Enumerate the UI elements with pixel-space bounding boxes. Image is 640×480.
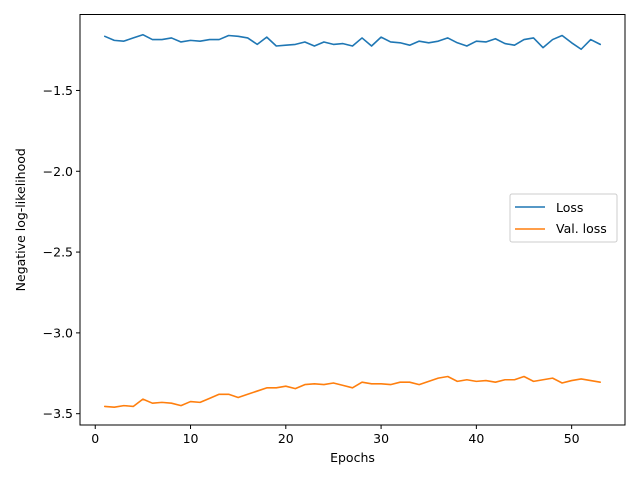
legend-label-val-loss: Val. loss bbox=[556, 221, 607, 236]
series-line-0 bbox=[103, 33, 602, 51]
y-tick-label: −1.5 bbox=[43, 83, 73, 98]
x-axis-label: Epochs bbox=[330, 450, 375, 465]
legend-label-loss: Loss bbox=[556, 200, 583, 215]
y-tick-label: −3.0 bbox=[43, 325, 73, 340]
x-axis-ticks: 0 10 20 30 40 50 bbox=[91, 425, 580, 446]
plot-frame bbox=[79, 14, 626, 426]
x-tick-label: 20 bbox=[278, 431, 294, 446]
x-tick-label: 10 bbox=[183, 431, 199, 446]
y-tick-label: −2.0 bbox=[43, 164, 73, 179]
x-tick-label: 0 bbox=[91, 431, 99, 446]
y-axis-ticks: −1.5 −2.0 −2.5 −3.0 −3.5 bbox=[43, 83, 80, 421]
legend-box bbox=[509, 193, 618, 243]
x-tick-label: 40 bbox=[468, 431, 484, 446]
legend: Loss Val. loss bbox=[509, 193, 618, 243]
x-tick-label: 30 bbox=[373, 431, 389, 446]
series-line-1 bbox=[103, 375, 602, 409]
x-tick-label: 50 bbox=[564, 431, 580, 446]
y-tick-label: −3.5 bbox=[43, 406, 73, 421]
y-tick-label: −2.5 bbox=[43, 245, 73, 260]
y-axis-label: Negative log-likelihood bbox=[13, 148, 28, 291]
plot-lines bbox=[103, 33, 602, 409]
